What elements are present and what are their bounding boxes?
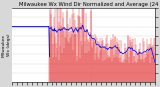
Text: Milwaukee Wx Wind Dir Normalized and Average (24 Hrs): Milwaukee Wx Wind Dir Normalized and Ave… <box>19 2 160 7</box>
Y-axis label: Milwaukee
Wx (degs): Milwaukee Wx (degs) <box>2 34 11 57</box>
